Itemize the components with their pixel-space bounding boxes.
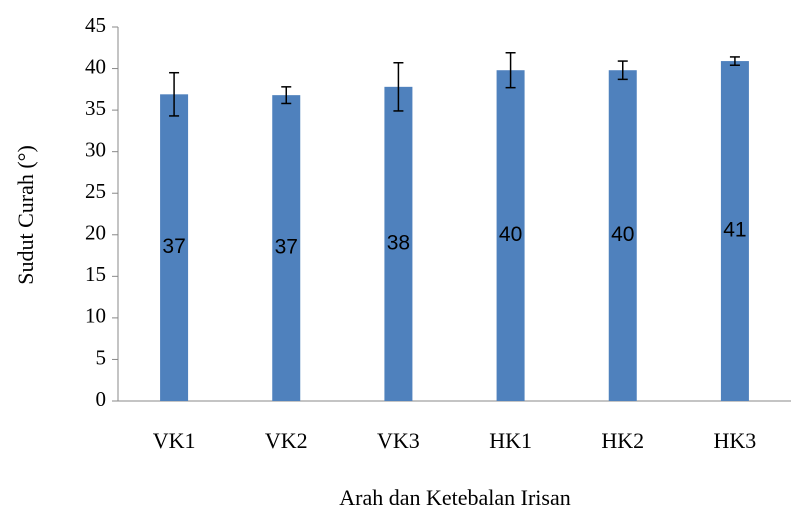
error-bar xyxy=(169,71,180,117)
data-label: 41 xyxy=(723,219,746,242)
y-tick-label: 0 xyxy=(96,387,107,411)
y-tick-label: 20 xyxy=(85,221,106,245)
y-tick-label: 45 xyxy=(85,13,106,37)
y-axis-title: Sudut Curah (°) xyxy=(13,145,38,285)
x-tick-label: HK3 xyxy=(714,428,757,453)
error-bar xyxy=(505,52,516,89)
y-tick-label: 30 xyxy=(85,137,106,161)
bar xyxy=(720,61,749,401)
error-bar xyxy=(617,60,628,81)
x-axis-title: Arah dan Ketebalan Irisan xyxy=(339,485,571,510)
x-tick-label: VK3 xyxy=(377,428,420,453)
x-tick-label: HK1 xyxy=(489,428,532,453)
bar xyxy=(272,95,301,401)
y-tick-label: 40 xyxy=(85,54,106,78)
data-label: 40 xyxy=(499,223,522,246)
x-tick-label: VK2 xyxy=(265,428,308,453)
error-bar xyxy=(393,61,404,112)
bar xyxy=(608,70,637,402)
error-bar xyxy=(281,86,292,105)
x-tick-label: HK2 xyxy=(601,428,644,453)
x-tick-label: VK1 xyxy=(153,428,196,453)
y-tick-label: 35 xyxy=(85,96,106,120)
error-bar xyxy=(729,56,740,66)
y-tick-label: 10 xyxy=(85,304,106,328)
y-tick-label: 15 xyxy=(85,262,106,286)
bar xyxy=(384,86,413,401)
data-label: 40 xyxy=(611,223,634,246)
y-tick-label: 5 xyxy=(96,345,107,369)
bar xyxy=(160,94,189,401)
data-label: 37 xyxy=(162,235,185,258)
y-tick-label: 25 xyxy=(85,179,106,203)
data-label: 38 xyxy=(387,231,410,254)
data-label: 37 xyxy=(275,236,298,259)
bar xyxy=(496,70,525,402)
